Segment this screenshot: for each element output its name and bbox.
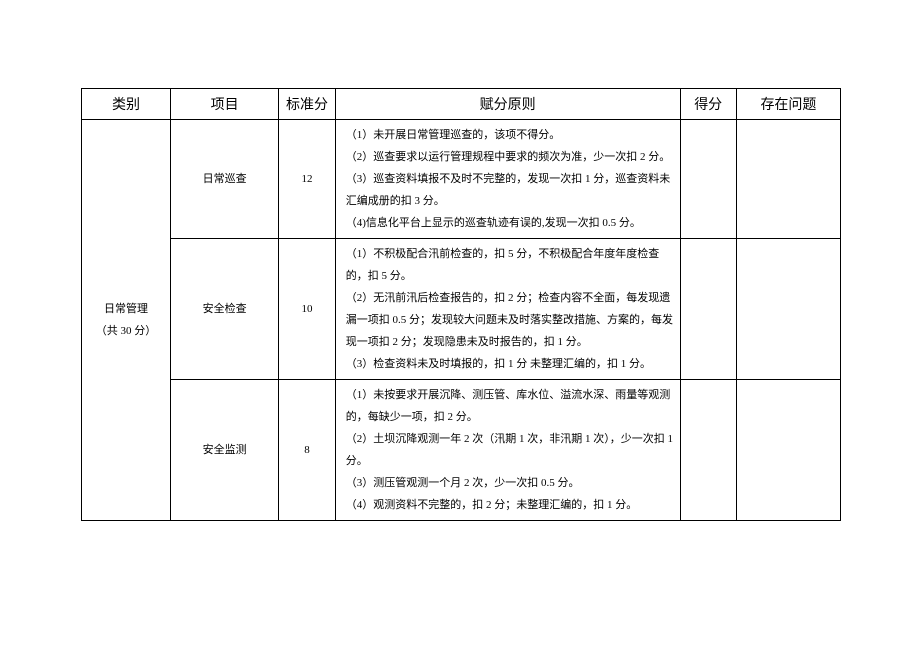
category-total: （共 30 分）: [96, 325, 157, 337]
standard-score-cell: 8: [279, 380, 335, 521]
table-header-row: 类别 项目 标准分 赋分原则 得分 存在问题: [82, 89, 841, 120]
item-cell: 安全检查: [170, 239, 278, 380]
standard-score-cell: 10: [279, 239, 335, 380]
score-cell: [680, 380, 736, 521]
header-issue: 存在问题: [736, 89, 840, 120]
score-cell: [680, 239, 736, 380]
issue-cell: [736, 120, 840, 239]
issue-cell: [736, 380, 840, 521]
header-score: 得分: [680, 89, 736, 120]
score-cell: [680, 120, 736, 239]
item-cell: 安全监测: [170, 380, 278, 521]
header-rule: 赋分原则: [335, 89, 680, 120]
table-row: 安全检查 10 （1）不积极配合汛前检查的，扣 5 分，不积极配合年度年度检查的…: [82, 239, 841, 380]
rule-line: （3）巡查资料填报不及时不完整的，发现一次扣 1 分，巡查资料未汇编成册的扣 3…: [346, 168, 674, 212]
rule-line: （2）巡查要求以运行管理规程中要求的频次为准，少一次扣 2 分。: [346, 146, 674, 168]
rule-cell: （1）未开展日常管理巡查的，该项不得分。 （2）巡查要求以运行管理规程中要求的频…: [335, 120, 680, 239]
table-row: 安全监测 8 （1）未按要求开展沉降、测压管、库水位、溢流水深、雨量等观测的，每…: [82, 380, 841, 521]
header-standard-score: 标准分: [279, 89, 335, 120]
rule-cell: （1）不积极配合汛前检查的，扣 5 分，不积极配合年度年度检查的，扣 5 分。 …: [335, 239, 680, 380]
rule-line: （3）测压管观测一个月 2 次，少一次扣 0.5 分。: [346, 472, 674, 494]
rule-line: （4）观测资料不完整的，扣 2 分；未整理汇编的，扣 1 分。: [346, 494, 674, 516]
issue-cell: [736, 239, 840, 380]
rule-line: （1）不积极配合汛前检查的，扣 5 分，不积极配合年度年度检查的，扣 5 分。: [346, 243, 674, 287]
category-cell: 日常管理 （共 30 分）: [82, 120, 171, 521]
scoring-table-container: 类别 项目 标准分 赋分原则 得分 存在问题 日常管理 （共 30 分） 日常巡…: [81, 88, 841, 521]
rule-line: （3）检查资料未及时填报的，扣 1 分 未整理汇编的，扣 1 分。: [346, 353, 674, 375]
rule-cell: （1）未按要求开展沉降、测压管、库水位、溢流水深、雨量等观测的，每缺少一项，扣 …: [335, 380, 680, 521]
header-category: 类别: [82, 89, 171, 120]
rule-line: （1）未按要求开展沉降、测压管、库水位、溢流水深、雨量等观测的，每缺少一项，扣 …: [346, 384, 674, 428]
rule-line: （1）未开展日常管理巡查的，该项不得分。: [346, 124, 674, 146]
table-row: 日常管理 （共 30 分） 日常巡查 12 （1）未开展日常管理巡查的，该项不得…: [82, 120, 841, 239]
item-cell: 日常巡查: [170, 120, 278, 239]
standard-score-cell: 12: [279, 120, 335, 239]
header-item: 项目: [170, 89, 278, 120]
rule-line: （2）土坝沉降观测一年 2 次（汛期 1 次，非汛期 1 次），少一次扣 1 分…: [346, 428, 674, 472]
rule-line: （2）无汛前汛后检查报告的，扣 2 分；检查内容不全面，每发现遗漏一项扣 0.5…: [346, 287, 674, 353]
category-name: 日常管理: [104, 303, 148, 315]
rule-line: （4)信息化平台上显示的巡查轨迹有误的,发现一次扣 0.5 分。: [346, 212, 674, 234]
scoring-table: 类别 项目 标准分 赋分原则 得分 存在问题 日常管理 （共 30 分） 日常巡…: [81, 88, 841, 521]
